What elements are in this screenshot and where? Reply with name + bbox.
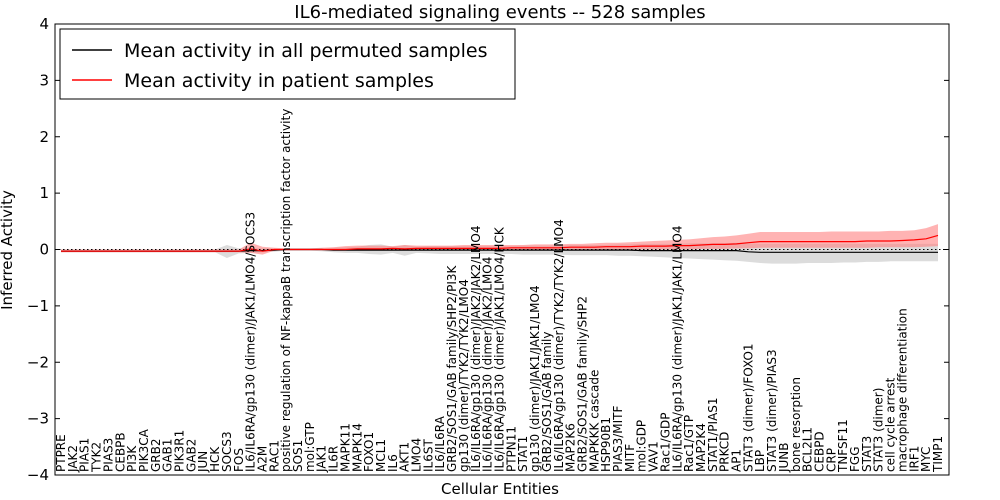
entity-label: SOCS3 xyxy=(220,431,234,472)
entity-label: mol:GTP xyxy=(303,422,317,472)
entity-label: PTPN11 xyxy=(504,426,518,472)
entity-label: CRP xyxy=(824,448,838,472)
entity-label: MAP2K6 xyxy=(564,423,578,472)
entity-label: IL6/IL6RA/gp130 (dimer)/TYK2/TYK2/LMO4 xyxy=(552,219,566,472)
entity-label: MAP2K4 xyxy=(694,423,708,472)
y-tick-label: −4 xyxy=(27,466,49,484)
entity-label: cell cycle arrest xyxy=(884,377,898,472)
entity-label: IL6/IL6RA/gp130 (dimer)/JAK2/JAK2/LMO4 xyxy=(469,226,483,472)
entity-label: LBP xyxy=(753,450,767,472)
entity-label: GRB2/SOS1/GAB family/SHP2/PI3K xyxy=(445,264,459,472)
entity-label: PIAS3 xyxy=(101,438,115,472)
y-tick-label: 2 xyxy=(39,128,49,146)
entity-label: macrophage differentiation xyxy=(895,308,909,472)
entity-label: PTPRE xyxy=(54,434,68,472)
entity-label: GAB2 xyxy=(184,439,198,472)
entity-label: FOXO1 xyxy=(362,432,376,472)
entity-label: PIAS1 xyxy=(78,438,92,472)
entity-label: STAT3 (dimer) xyxy=(872,388,886,472)
entity-label: TYK2 xyxy=(90,442,104,473)
entity-label: CEBPD xyxy=(812,431,826,472)
plot-area xyxy=(55,224,949,264)
entity-label: GRB2/SOS1/GAB family xyxy=(540,332,554,473)
y-tick-label: −1 xyxy=(27,297,49,315)
entity-label: TNFSF11 xyxy=(836,419,850,473)
entity-label: AKT1 xyxy=(398,442,412,472)
legend-label-patient: Mean activity in patient samples xyxy=(124,70,434,92)
y-axis-title: Inferred Activity xyxy=(0,190,16,310)
entity-label: IL6/IL6RA/gp130 (dimer)/JAK1/LMO4/HCK xyxy=(493,226,507,472)
entity-label: STAT3 (dimer)/FOXO1 xyxy=(741,343,755,472)
chart-title: IL6-mediated signaling events -- 528 sam… xyxy=(294,2,705,23)
entity-label: FGG xyxy=(848,447,862,473)
entity-label: HSP90B1 xyxy=(599,417,613,472)
patient-band xyxy=(61,224,938,255)
entity-label: JAK2 xyxy=(66,445,80,473)
legend-label-permuted: Mean activity in all permuted samples xyxy=(124,40,487,62)
entity-label: MITF xyxy=(623,444,637,472)
y-tick-label: −3 xyxy=(27,410,49,428)
entity-label: STAT1/PIAS1 xyxy=(706,397,720,472)
entity-label: STAT3 (dimer)/PIAS3 xyxy=(765,349,779,472)
entity-label: IL6/IL6RA/gp130 (dimer)/JAK2/LMO4 xyxy=(481,257,495,472)
entity-label: SOS1 xyxy=(291,440,305,472)
entity-label: LMO4 xyxy=(410,438,424,472)
entity-label: IL6R xyxy=(327,446,341,472)
entity-label: Rac1/GTP xyxy=(682,415,696,472)
entity-label: IRF1 xyxy=(907,446,921,472)
entity-label: positive regulation of NF-kappaB transcr… xyxy=(279,109,293,472)
entity-label: JUN xyxy=(196,451,210,473)
legend-box xyxy=(59,28,516,100)
entity-label: MYC xyxy=(919,447,933,472)
entity-label: IL6 xyxy=(386,454,400,472)
entity-label: Rac1/GDP xyxy=(658,413,672,472)
entity-label: PIK3CA xyxy=(137,428,151,472)
entity-label: HCK xyxy=(208,446,222,472)
entity-label: JUNB xyxy=(777,442,791,473)
entity-label: GAB1 xyxy=(161,439,175,472)
y-tick-label: 4 xyxy=(39,15,49,33)
entity-label: MAPK14 xyxy=(350,423,364,472)
entity-label: JAK1 xyxy=(315,445,329,473)
entity-label: IL6/IL6RA/gp130 (dimer)/JAK1/LMO4/SOCS3 xyxy=(244,212,258,472)
entity-label: MAPKKK cascade xyxy=(587,370,601,472)
y-axis-ticks: −4 −3 −2 −1 0 1 2 3 4 xyxy=(27,15,949,484)
entity-label: TIMP1 xyxy=(931,436,945,473)
entity-label: PI3K xyxy=(125,445,139,472)
entity-label: GRB2/SOS1/GAB family/SHP2 xyxy=(575,296,589,472)
y-tick-label: −2 xyxy=(27,353,49,371)
entity-label: mol:GDP xyxy=(635,420,649,472)
entity-label: PRKCD xyxy=(718,432,732,472)
entity-label: VAV1 xyxy=(647,441,661,472)
patient-mean-line xyxy=(61,234,939,252)
entity-label: GRB2 xyxy=(149,438,163,472)
entity-label: IL6ST xyxy=(421,439,435,472)
y-tick-label: 1 xyxy=(39,184,49,202)
entity-label: IL6/IL6RA/gp130 (dimer)/JAK1/JAK1/LMO4 xyxy=(670,226,684,472)
entity-label: AP1 xyxy=(730,449,744,472)
y-tick-label: 3 xyxy=(39,71,49,89)
legend: Mean activity in all permuted samples Me… xyxy=(59,28,516,100)
entity-label: STAT3 xyxy=(860,436,874,472)
entity-label: bone resorption xyxy=(789,377,803,472)
x-axis-title: Cellular Entities xyxy=(441,480,559,498)
y-tick-label: 0 xyxy=(39,241,49,259)
entity-label: BCL2L1 xyxy=(801,427,815,472)
entity-label: PIAS3/MITF xyxy=(611,405,625,472)
entity-label: FOS xyxy=(232,448,246,472)
entity-label: IL6/IL6RA xyxy=(433,415,447,472)
entity-label: gp130 (dimer)/JAK1/JAK1/LMO4 xyxy=(528,285,542,472)
entity-label: MAPK11 xyxy=(338,423,352,472)
plot-frame xyxy=(54,23,950,476)
entity-label: RAC1 xyxy=(267,440,281,472)
x-axis-entity-labels: PTPREJAK2PIAS1TYK2PIAS3CEBPBPI3KPIK3CAGR… xyxy=(54,109,945,473)
entity-label: STAT1 xyxy=(516,436,530,472)
entity-label: PIK3R1 xyxy=(173,430,187,472)
entity-label: MCL1 xyxy=(374,439,388,472)
entity-label: A2M xyxy=(255,446,269,472)
entity-label: gp130 (dimer)/TYK2/TYK2/LMO4 xyxy=(457,279,471,472)
entity-label: CEBPB xyxy=(113,432,127,472)
